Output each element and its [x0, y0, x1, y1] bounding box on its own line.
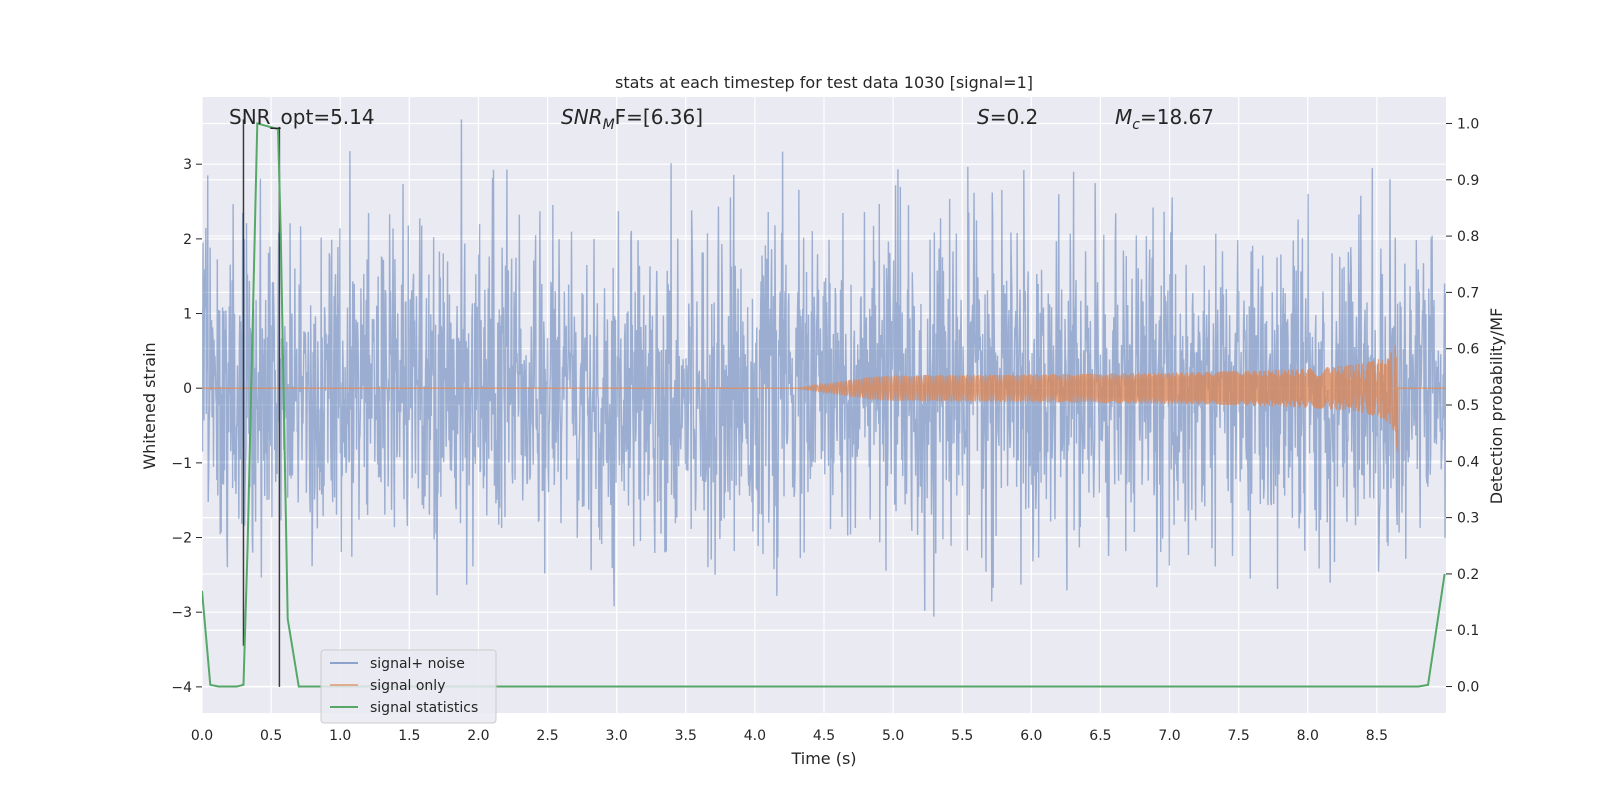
y-left-tick-label: −2: [171, 531, 192, 547]
y-left-tick-label: −3: [171, 605, 192, 621]
x-tick-label: 8.0: [1297, 728, 1319, 744]
x-tick-label: 6.0: [1020, 728, 1042, 744]
legend-entry: signal only: [370, 678, 445, 694]
annotation-text: Mc=18.67: [1115, 105, 1214, 133]
y-right-tick-label: 0.2: [1457, 567, 1479, 583]
x-tick-label: 1.0: [329, 728, 351, 744]
x-tick-label: 0.0: [191, 728, 213, 744]
x-tick-label: 4.0: [744, 728, 766, 744]
y-right-tick-label: 0.5: [1457, 398, 1479, 414]
y-left-tick-label: 3: [183, 157, 192, 173]
x-tick-label: 8.5: [1366, 728, 1388, 744]
y-axis-left: −4 −3 −2 −1 0 1 2 3: [171, 157, 202, 696]
y-axis-right-title: Detection probability/MF: [1487, 308, 1506, 505]
y-left-tick-label: −1: [171, 456, 192, 472]
annotation-text: SNR_opt=5.14: [229, 105, 375, 129]
y-right-tick-label: 0.8: [1457, 229, 1479, 245]
x-axis: 0.0 0.5 1.0 1.5 2.0 2.5 3.0 3.5 4.0 4.5 5.0 5.5 6.0 6…: [191, 728, 1388, 744]
signal-noise-line: [202, 119, 1446, 617]
x-tick-label: 5.5: [951, 728, 973, 744]
y-left-tick-label: 0: [183, 381, 192, 397]
chart-title: stats at each timestep for test data 103…: [615, 73, 1033, 92]
y-right-tick-label: 0.4: [1457, 454, 1479, 470]
x-tick-label: 3.0: [606, 728, 628, 744]
annotation-text: SNRMF=[6.36]: [561, 105, 703, 133]
x-axis-title: Time (s): [790, 749, 856, 768]
x-tick-label: 7.0: [1158, 728, 1180, 744]
y-left-tick-label: 1: [183, 307, 192, 323]
x-tick-label: 6.5: [1089, 728, 1111, 744]
x-tick-label: 4.5: [813, 728, 835, 744]
annotations: SNR_opt=5.14 SNRMF=[6.36] S=0.2 Mc=18.67: [229, 105, 1214, 133]
y-right-tick-label: 0.0: [1457, 680, 1479, 696]
x-tick-label: 2.0: [467, 728, 489, 744]
x-tick-label: 7.5: [1228, 728, 1250, 744]
annotation-text: S=0.2: [977, 105, 1038, 129]
x-tick-label: 2.5: [536, 728, 558, 744]
y-right-tick-label: 0.1: [1457, 623, 1479, 639]
signal-only-line: [202, 345, 1446, 453]
y-left-tick-label: 2: [183, 232, 192, 248]
y-left-tick-label: −4: [171, 680, 192, 696]
y-right-tick-label: 0.3: [1457, 511, 1479, 527]
y-right-tick-label: 0.9: [1457, 173, 1479, 189]
y-axis-right: 0.0 0.1 0.2 0.3 0.4 0.5 0.6 0.7 0.8 0.9 1.0: [1446, 116, 1479, 696]
signal-statistics-series: [202, 122, 1446, 688]
x-tick-label: 1.5: [398, 728, 420, 744]
legend-box: [320, 649, 497, 724]
x-tick-label: 0.5: [260, 728, 282, 744]
y-right-tick-label: 0.6: [1457, 342, 1479, 358]
signal-noise-series: [202, 119, 1446, 617]
legend: signal+ noise signal only signal statistic…: [320, 649, 497, 724]
signal-only-series: [202, 345, 1446, 453]
legend-entry: signal statistics: [370, 700, 478, 716]
y-right-tick-label: 0.7: [1457, 285, 1479, 301]
y-right-tick-label: 1.0: [1457, 116, 1479, 132]
signal-statistics-line: [202, 122, 1446, 688]
y-axis-left-title: Whitened strain: [140, 342, 159, 469]
x-tick-label: 3.5: [675, 728, 697, 744]
legend-entry: signal+ noise: [370, 656, 465, 672]
x-tick-label: 5.0: [882, 728, 904, 744]
